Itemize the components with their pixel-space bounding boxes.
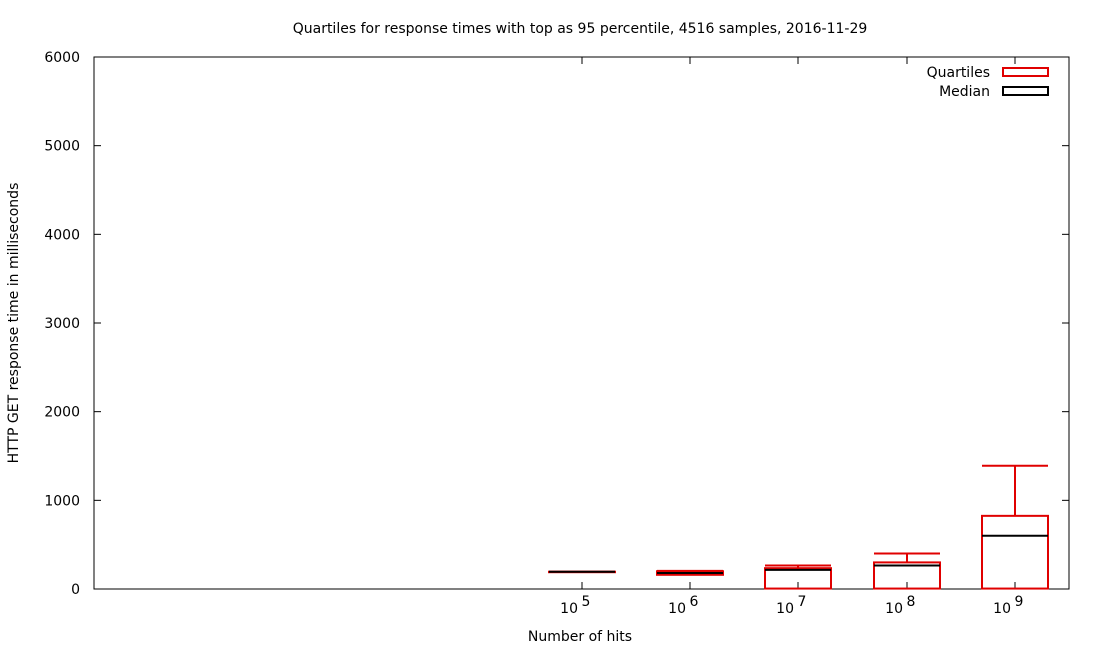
y-tick-label: 1000 xyxy=(44,493,80,509)
box-3 xyxy=(873,552,941,590)
y-tick-label: 4000 xyxy=(44,227,80,243)
box-4 xyxy=(981,464,1049,590)
x-tick-label: 10 xyxy=(668,601,686,617)
x-tick-exponent: 6 xyxy=(690,594,699,610)
x-tick-exponent: 5 xyxy=(582,594,591,610)
y-tick-label: 3000 xyxy=(44,316,80,332)
box-series xyxy=(548,464,1049,590)
x-tick-exponent: 9 xyxy=(1015,594,1024,610)
legend: Quartiles Median xyxy=(927,65,1049,100)
y-axis: 0 1000 2000 3000 4000 5000 6000 xyxy=(44,50,1069,598)
x-tick-exponent: 7 xyxy=(798,594,807,610)
x-tick-label: 10 xyxy=(885,601,903,617)
x-axis: 10 5 10 6 10 7 10 8 10 9 xyxy=(560,57,1023,617)
y-tick-label: 5000 xyxy=(44,139,80,155)
chart-title: Quartiles for response times with top as… xyxy=(293,21,868,37)
plot-area xyxy=(93,56,1070,590)
y-axis-label: HTTP GET response time in milliseconds xyxy=(6,183,22,464)
box-2 xyxy=(764,564,832,590)
x-axis-label: Number of hits xyxy=(528,629,632,645)
y-tick-label: 2000 xyxy=(44,405,80,421)
y-tick-label: 6000 xyxy=(44,50,80,66)
x-tick-label: 10 xyxy=(993,601,1011,617)
x-tick-label: 10 xyxy=(776,601,794,617)
quartile-box xyxy=(981,514,1049,590)
x-tick-exponent: 8 xyxy=(907,594,916,610)
box-1 xyxy=(656,569,724,576)
legend-swatch xyxy=(1002,86,1049,96)
legend-swatch xyxy=(1002,67,1049,77)
x-tick-label: 10 xyxy=(560,601,578,617)
box-0 xyxy=(548,570,616,574)
legend-label: Median xyxy=(939,84,990,100)
legend-label: Quartiles xyxy=(927,65,990,81)
y-tick-label: 0 xyxy=(71,582,80,598)
